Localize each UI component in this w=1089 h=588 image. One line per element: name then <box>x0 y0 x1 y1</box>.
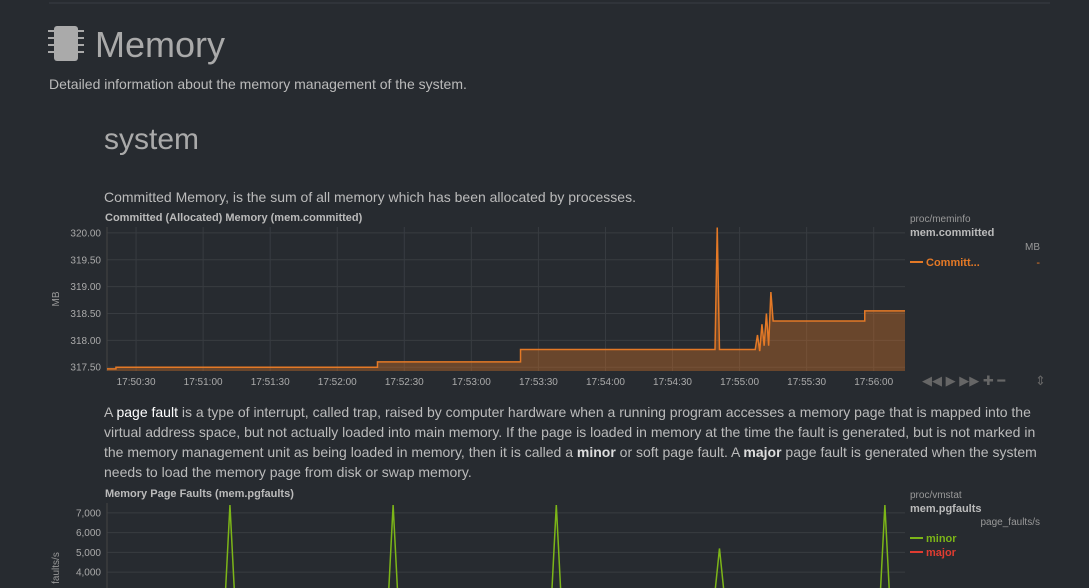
legend-value: - <box>1036 257 1040 269</box>
y-tick-label: 318.00 <box>70 336 101 347</box>
x-tick-label: 17:50:30 <box>117 377 156 388</box>
legend-label: minor <box>926 533 957 545</box>
x-tick-label: 17:56:00 <box>854 377 893 388</box>
chart-title: Memory Page Faults (mem.pgfaults) <box>105 488 294 500</box>
bold: minor <box>576 444 616 460</box>
chart-controls[interactable]: ◀◀ ▶ ▶▶ ✚ ━ ⇕ <box>922 373 1046 388</box>
x-tick-label: 17:52:30 <box>385 377 424 388</box>
legend-family: proc/meminfo <box>910 214 971 225</box>
y-tick-label: 319.00 <box>70 282 101 293</box>
line <box>107 227 905 370</box>
x-tick-label: 17:52:00 <box>318 377 357 388</box>
text: page fault is generated when the system … <box>104 444 1037 480</box>
y-tick-label: 6,000 <box>76 528 101 539</box>
text: A <box>104 404 117 420</box>
x-tick-label: 17:51:00 <box>184 377 223 388</box>
y-tick-label: 4,000 <box>76 568 101 579</box>
subsection-title: system <box>104 123 200 156</box>
line <box>224 504 890 588</box>
y-tick-label: 320.00 <box>70 228 101 239</box>
text: Committed Memory, is the sum of all memo… <box>104 189 636 205</box>
legend-context: mem.pgfaults <box>910 503 982 515</box>
paragraph: A page fault is a type of interrupt, cal… <box>104 402 1054 482</box>
chart-title: Committed (Allocated) Memory (mem.commit… <box>105 212 363 224</box>
x-tick-label: 17:51:30 <box>251 377 290 388</box>
legend-units: page_faults/s <box>981 517 1041 528</box>
y-tick-label: 319.50 <box>70 255 101 266</box>
paragraph: Committed Memory, is the sum of all memo… <box>104 187 1054 207</box>
legend-family: proc/vmstat <box>910 490 962 501</box>
highlight: page fault <box>116 404 178 420</box>
y-tick-label: 317.50 <box>70 363 101 374</box>
bold: major <box>743 444 782 460</box>
x-tick-label: 17:54:30 <box>653 377 692 388</box>
y-tick-label: 5,000 <box>76 548 101 559</box>
legend-label: major <box>926 547 957 559</box>
y-axis-label: faults/s <box>51 552 62 584</box>
text: is a type of interrupt, called trap, rai… <box>104 404 1036 460</box>
y-tick-label: 318.50 <box>70 309 101 320</box>
legend-label: Committ... <box>926 257 980 269</box>
text: or soft page fault. A <box>615 444 744 460</box>
y-axis-label: MB <box>51 291 62 306</box>
legend-context: mem.committed <box>910 227 994 239</box>
control-icon[interactable]: ◀◀ ▶ ▶▶ ✚ ━ <box>922 373 1005 388</box>
x-tick-label: 17:53:00 <box>452 377 491 388</box>
x-tick-label: 17:55:00 <box>720 377 759 388</box>
area <box>107 227 905 371</box>
x-tick-label: 17:55:30 <box>787 377 826 388</box>
section-description: Detailed information about the memory ma… <box>49 76 467 92</box>
y-tick-label: 7,000 <box>76 508 101 519</box>
x-tick-label: 17:53:30 <box>519 377 558 388</box>
x-tick-label: 17:54:00 <box>586 377 625 388</box>
section-title: Memory <box>95 24 226 65</box>
legend-units: MB <box>1025 242 1040 253</box>
resize-icon[interactable]: ⇕ <box>1035 373 1046 388</box>
memory-icon <box>48 26 84 61</box>
